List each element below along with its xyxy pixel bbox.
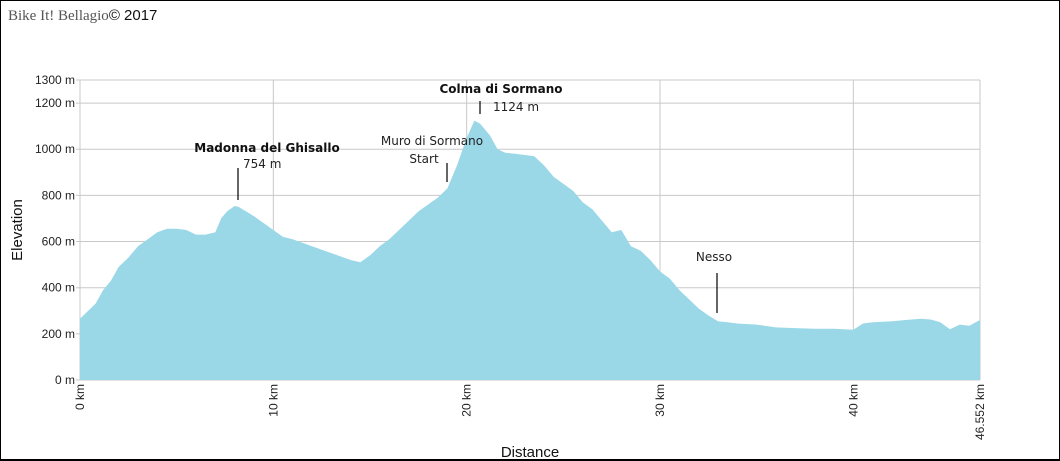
x-tick-label: 40 km: [846, 384, 860, 417]
elevation-area: [80, 120, 980, 380]
annotation-label: Nesso: [696, 250, 732, 264]
y-axis-title: Elevation: [9, 199, 26, 261]
x-tick-label: 20 km: [460, 384, 474, 417]
y-tick-label: 0 m: [55, 373, 75, 387]
x-tick-label: 30 km: [653, 384, 667, 417]
annotation-value: 754 m: [243, 157, 281, 171]
annotations: Madonna del Ghisallo 754 m Colma di Sorman…: [194, 82, 732, 313]
annotation-label: Muro di Sormano: [381, 134, 483, 148]
y-axis-ticks: 0 m 200 m 400 m 600 m 800 m 1000 m 1200 m 1300 …: [35, 73, 75, 387]
annotation-madonna-del-ghisallo: Madonna del Ghisallo 754 m: [194, 141, 340, 200]
y-tick-label: 1300 m: [35, 73, 75, 87]
y-tick-label: 200 m: [42, 327, 75, 341]
annotation-label: Madonna del Ghisallo: [194, 141, 339, 155]
x-tick-label: 10 km: [266, 384, 280, 417]
annotation-label: Colma di Sormano: [439, 82, 562, 96]
x-axis-ticks: 0 km 10 km 20 km 30 km 40 km 46.552 km: [73, 384, 987, 440]
annotation-nesso: Nesso: [696, 250, 732, 313]
x-tick-label: 46.552 km: [973, 384, 987, 440]
annotation-value: 1124 m: [493, 100, 539, 114]
x-axis-title: Distance: [501, 444, 559, 460]
y-tick-label: 400 m: [42, 281, 75, 295]
y-tick-label: 1000 m: [35, 142, 75, 156]
brand-name: Bike It! Bellagio: [8, 8, 109, 24]
copyright: © 2017: [108, 7, 158, 24]
brand-label: Bike It! Bellagio© 2017: [8, 7, 157, 25]
y-tick-label: 600 m: [42, 235, 75, 249]
y-tick-label: 800 m: [42, 188, 75, 202]
x-tick-label: 0 km: [73, 384, 87, 410]
annotation-value: Start: [409, 152, 439, 166]
y-tick-label: 1200 m: [35, 96, 75, 110]
annotation-colma-di-sormano: Colma di Sormano 1124 m: [439, 82, 563, 114]
annotation-muro-di-sormano: Muro di Sormano Start: [381, 134, 483, 182]
